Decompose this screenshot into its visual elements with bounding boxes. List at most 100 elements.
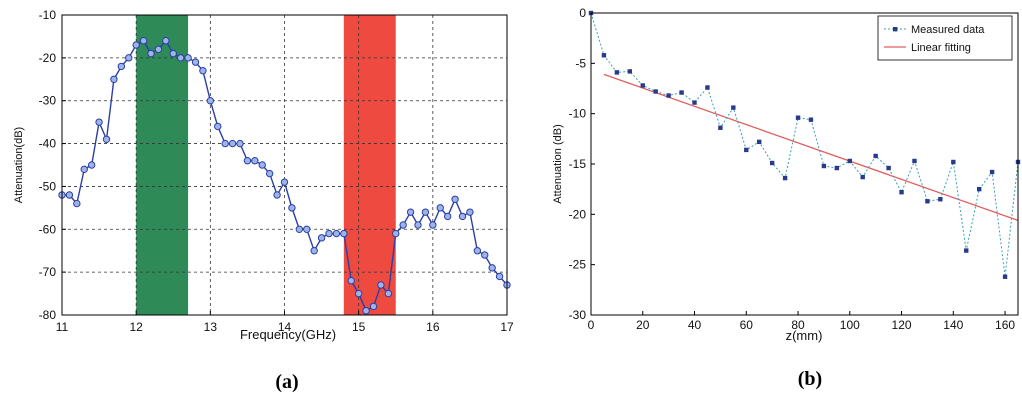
chart-a-highlight-band: [343, 15, 396, 315]
chart-b-y-tick-label: -5: [575, 56, 586, 70]
chart-b-data-point: [964, 248, 969, 253]
chart-a-data-point: [436, 204, 444, 212]
chart-a-data-point: [347, 277, 355, 285]
chart-a-data-point: [251, 157, 259, 165]
chart-b: 0 20 40 60 80 100 120 140 160 0 -5 -10 -15 -20 -25 -30…: [552, 6, 1021, 390]
chart-a-data-point: [199, 67, 207, 75]
chart-b-legend-label-fit: Linear fitting: [911, 42, 971, 54]
chart-a-y-tick-label: -50: [39, 179, 57, 193]
chart-a-x-ticks: 11 12 13 14 15 16 17: [56, 311, 514, 334]
chart-b-data-point: [744, 147, 749, 153]
chart-a-data-point: [303, 225, 311, 233]
chart-a-data-point: [473, 247, 482, 255]
chart-a-highlight-bands: [136, 15, 396, 315]
chart-a-x-tick-label: 11: [56, 320, 69, 334]
chart-a-data-point: [206, 97, 215, 105]
chart-b-data-point: [795, 115, 801, 120]
chart-a-data-point: [147, 49, 155, 58]
chart-a-y-ticks: -10 -20 -30 -40 -50 -60 -70 -80: [39, 8, 66, 322]
chart-a-data-point: [258, 161, 266, 169]
chart-a-x-tick-label: 15: [352, 320, 366, 334]
chart-a-data-point: [340, 229, 348, 238]
chart-a-data-point: [458, 212, 467, 221]
chart-b-data-point: [847, 158, 852, 164]
chart-a-data-point: [310, 247, 318, 255]
chart-a-data-point: [273, 191, 281, 199]
chart-b-data-point: [757, 139, 762, 145]
chart-a-data-point: [176, 54, 185, 62]
chart-a-data-point: [443, 212, 452, 221]
chart-b-x-tick-label: 160: [995, 318, 1015, 332]
chart-a-data-point: [466, 208, 474, 216]
chart-b-x-ticks: 0 20 40 60 80 100 120 140 160: [588, 311, 1015, 332]
chart-a-data-point: [384, 289, 393, 298]
chart-a-data-point: [110, 75, 118, 83]
chart-b-x-tick-label: 80: [791, 318, 805, 332]
chart-b-data-point: [899, 189, 904, 195]
chart-a-data-point: [325, 229, 333, 238]
chart-b-caption: (b): [798, 368, 822, 390]
chart-a-data-point: [481, 251, 489, 259]
chart-a-data-point: [399, 221, 407, 229]
chart-b-x-tick-label: 40: [688, 318, 702, 332]
chart-a-data-point: [214, 122, 222, 131]
chart-a-data-point: [332, 229, 341, 238]
chart-a-data-point: [169, 49, 177, 58]
chart-b-data-point: [627, 69, 633, 74]
chart-b-legend: Measured data Linear fitting: [877, 15, 1013, 61]
chart-a-y-tick-label: -60: [39, 222, 57, 236]
chart-b-y-tick-label: -10: [569, 107, 587, 121]
chart-a-data-point: [236, 139, 244, 148]
chart-b-y-tick-label: -15: [569, 157, 587, 171]
chart-a-y-tick-label: -10: [39, 8, 57, 22]
chart-b-data-point: [601, 53, 607, 58]
chart-a-data-point: [139, 37, 148, 45]
chart-a-data-point: [280, 178, 289, 186]
chart-b-data-point: [951, 159, 956, 165]
chart-b-data-point: [808, 117, 814, 122]
chart-a-x-tick-label: 14: [278, 320, 292, 334]
chart-a-data-point: [377, 281, 385, 289]
chart-b-data-point: [666, 93, 671, 98]
chart-a-data-point: [102, 135, 111, 143]
chart-a-data-point: [421, 208, 430, 216]
chart-a-data-point: [451, 195, 459, 203]
chart-b-data-point: [782, 175, 788, 181]
chart-a-data-point: [495, 272, 504, 281]
chart-b-legend-label-measured: Measured data: [911, 24, 985, 36]
chart-b-data-point: [640, 83, 645, 88]
chart-a-data-point: [295, 225, 304, 233]
chart-a-y-tick-label: -20: [39, 51, 57, 65]
chart-a-y-tick-label: -30: [39, 94, 57, 108]
chart-a-caption: (a): [275, 371, 298, 393]
chart-b-data-point: [705, 85, 710, 90]
chart-b-data-point: [1002, 274, 1008, 279]
chart-a-data-point: [429, 221, 437, 229]
chart-b-measured-line: [590, 12, 1019, 277]
chart-b-legend-swatch-measured-marker: [893, 27, 898, 32]
chart-a-highlight-band: [136, 15, 189, 315]
chart-a-data-point: [488, 264, 496, 272]
chart-b-data-point: [679, 90, 684, 95]
chart-a-data-point: [317, 234, 326, 242]
chart-b-y-ticks: 0 -5 -10 -15 -20 -25 -30: [569, 6, 595, 322]
chart-b-data-point: [873, 153, 878, 159]
chart-b-data-point: [718, 125, 723, 130]
chart-b-data-point: [821, 163, 827, 169]
chart-b-x-tick-label: 20: [636, 318, 650, 332]
chart-a-data-point: [221, 139, 229, 148]
chart-a-y-axis-label: Attenuation(dB): [13, 127, 25, 203]
chart-a-data-point: [369, 302, 378, 311]
chart-a-data-point: [125, 54, 133, 62]
chart-b-legend-box: [877, 15, 1013, 61]
chart-a-data-point: [162, 37, 170, 45]
chart-b-x-tick-label: 0: [588, 318, 595, 332]
chart-a-data-point: [354, 289, 363, 298]
chart-a-y-tick-label: -40: [39, 137, 57, 151]
chart-a-x-tick-label: 13: [204, 320, 218, 334]
chart-a-data-point: [228, 139, 237, 148]
chart-a-data-point: [117, 62, 126, 71]
chart-b-x-tick-label: 60: [740, 318, 754, 332]
chart-a: 11 12 13 14 15 16 17 -10-20-30-40-50-60-70-80 …: [13, 8, 514, 393]
